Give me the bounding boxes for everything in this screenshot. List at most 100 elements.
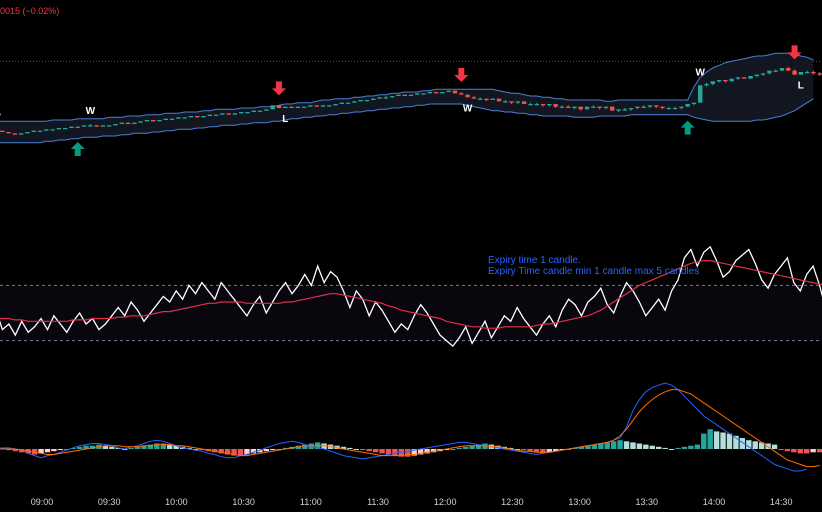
candle-body	[616, 109, 621, 111]
macd-histogram-bar	[578, 446, 585, 449]
candle-body	[521, 101, 527, 104]
candle-body	[804, 72, 810, 74]
candle-body	[264, 109, 269, 111]
macd-histogram-bar	[379, 449, 385, 454]
macd-histogram-bar	[257, 449, 263, 453]
candle-body	[232, 113, 238, 115]
time-tick-label: 09:00	[31, 497, 54, 507]
macd-histogram-bar	[405, 449, 411, 457]
macd-histogram-bar	[134, 446, 141, 449]
candle-body	[358, 100, 363, 102]
macd-histogram-bar	[218, 449, 224, 454]
macd-histogram-bar	[302, 444, 308, 449]
candle-body	[320, 105, 326, 107]
macd-histogram-bar	[430, 449, 437, 453]
candle-body	[503, 101, 508, 103]
candle-body	[283, 106, 288, 108]
candle-body	[792, 70, 797, 75]
candle-body	[251, 110, 257, 112]
macd-histogram-bar	[392, 449, 398, 456]
candle-body	[383, 97, 389, 99]
macd-histogram-bar	[797, 449, 803, 454]
time-tick-label: 13:30	[636, 497, 659, 507]
candle-body	[56, 128, 62, 130]
time-tick-label: 11:30	[367, 497, 389, 507]
macd-histogram-bar	[360, 449, 366, 451]
candle-body	[704, 84, 709, 86]
signal-label-l: L	[798, 81, 804, 92]
candle-body	[308, 105, 313, 107]
macd-histogram-bar	[694, 444, 701, 449]
candle-body	[352, 101, 357, 103]
macd-histogram-bar	[726, 433, 733, 449]
macd-histogram-bar	[340, 446, 347, 449]
candle-body	[377, 97, 382, 99]
expiry-range-annotation: Expiry Time candle min 1 candle max 5 ca…	[488, 266, 700, 277]
candle-body	[540, 104, 546, 106]
macd-histogram-bar	[604, 442, 610, 449]
macd-histogram-bar	[784, 449, 791, 452]
candle-body	[559, 106, 565, 108]
macd-histogram-bar	[752, 441, 758, 449]
macd-histogram-bar	[540, 449, 546, 454]
candle-body	[691, 102, 697, 104]
macd-histogram-bar	[372, 449, 379, 453]
time-tick-label: 10:30	[232, 497, 255, 507]
signal-label-l: L	[282, 114, 288, 125]
candle-body	[742, 77, 747, 79]
macd-histogram-bar	[681, 446, 688, 449]
candle-body	[289, 106, 294, 108]
signal-label-w: W	[86, 106, 96, 117]
candle-body	[270, 105, 275, 110]
candle-body	[195, 116, 200, 118]
candle-body	[811, 72, 816, 74]
candle-body	[396, 94, 401, 96]
candle-body	[150, 120, 156, 122]
macd-histogram-bar	[237, 449, 244, 456]
candle-body	[37, 130, 43, 132]
macd-histogram-bar	[70, 447, 76, 449]
candle-body	[257, 110, 263, 112]
candle-body	[660, 106, 665, 108]
macd-pane[interactable]	[0, 382, 822, 472]
candle-body	[295, 106, 301, 108]
macd-histogram-bar	[649, 445, 655, 449]
candle-body	[182, 117, 187, 119]
macd-histogram-bar	[810, 449, 816, 453]
candle-body	[50, 129, 55, 131]
macd-histogram-bar	[713, 431, 720, 449]
macd-histogram-bar	[469, 445, 475, 449]
candle-body	[44, 129, 49, 131]
rsi-pane[interactable]	[0, 245, 822, 348]
candle-body	[710, 81, 716, 84]
candle-body	[484, 98, 489, 100]
candle-body	[635, 106, 640, 108]
candle-body	[75, 126, 80, 128]
macd-histogram-bar	[276, 449, 282, 450]
macd-histogram-bar	[746, 440, 752, 449]
macd-histogram-bar	[424, 449, 430, 454]
macd-histogram-bar	[147, 444, 154, 449]
buy-arrow-icon	[70, 142, 85, 156]
expiry-annotation: Expiry time 1 candle.	[488, 255, 581, 266]
candle-body	[6, 132, 11, 134]
candle-body	[767, 70, 772, 74]
candle-body	[389, 96, 395, 98]
candle-body	[477, 98, 483, 100]
candle-body	[654, 105, 659, 107]
candle-body	[591, 106, 596, 108]
time-tick-label: 12:00	[434, 497, 457, 507]
macd-histogram-bar	[199, 449, 205, 451]
price-pane[interactable]: W W L W W L	[0, 45, 822, 156]
macd-histogram-bar	[38, 449, 44, 454]
candle-body	[760, 73, 766, 75]
candle-body	[81, 125, 87, 127]
macd-histogram-bar	[366, 449, 372, 452]
candle-body	[672, 108, 678, 110]
macd-histogram-bar	[688, 445, 694, 449]
macd-histogram-bar	[128, 447, 134, 449]
macd-histogram-bar	[64, 449, 70, 450]
candle-body	[698, 85, 703, 103]
candle-body	[459, 93, 464, 95]
